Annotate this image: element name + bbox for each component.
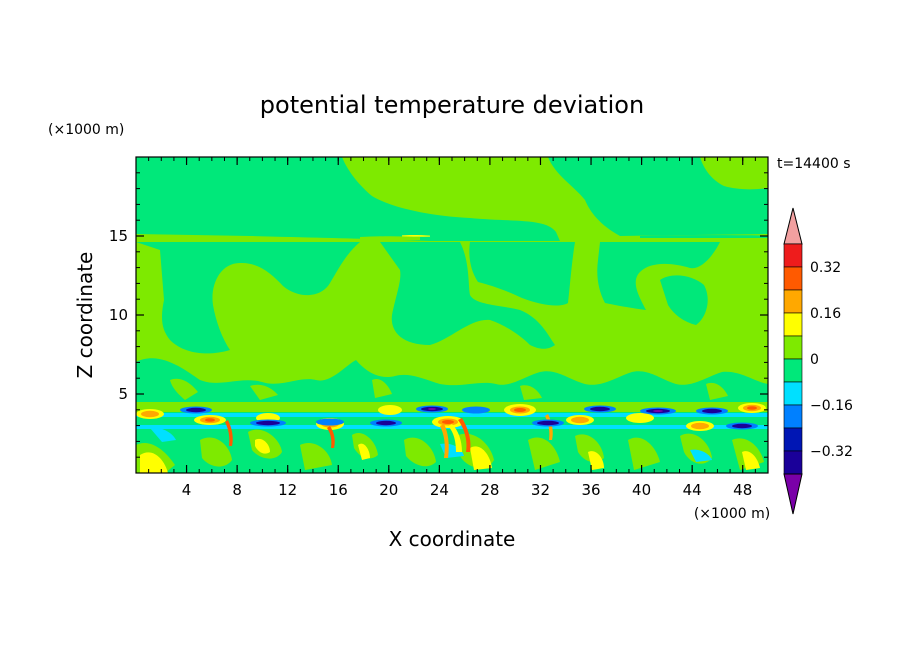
x-tick-label: 28 xyxy=(480,481,499,499)
z-unit-label: (×1000 m) xyxy=(48,122,124,138)
x-tick-label: 16 xyxy=(329,481,348,499)
colorbar-tick-label: −0.16 xyxy=(810,398,853,414)
colorbar-segment xyxy=(783,335,803,360)
x-tick-label: 4 xyxy=(182,481,192,499)
y-tick-label: 10 xyxy=(109,306,128,324)
x-tick-label: 44 xyxy=(683,481,702,499)
colorbar-segment xyxy=(783,381,803,406)
y-tick-label: 15 xyxy=(109,227,128,245)
x-tick-label: 40 xyxy=(632,481,651,499)
y-axis-label: Z coordinate xyxy=(73,252,97,379)
colorbar-segment xyxy=(783,266,803,291)
x-tick-label: 36 xyxy=(581,481,600,499)
colorbar-segment xyxy=(783,427,803,452)
contour-field xyxy=(136,157,768,473)
x-tick-label: 20 xyxy=(379,481,398,499)
x-tick-label: 24 xyxy=(430,481,449,499)
colorbar-segment xyxy=(783,450,803,475)
x-tick-label: 8 xyxy=(232,481,242,499)
colorbar-segment xyxy=(783,358,803,383)
x-tick-label: 32 xyxy=(531,481,550,499)
colorbar: 0.32 0.16 0 −0.16 −0.32 xyxy=(783,207,853,515)
colorbar-segment xyxy=(783,243,803,268)
x-tick-label: 48 xyxy=(733,481,752,499)
colorbar-min-triangle xyxy=(783,473,803,515)
chart-title: potential temperature deviation xyxy=(260,91,644,119)
colorbar-segment xyxy=(783,404,803,429)
x-unit-label: (×1000 m) xyxy=(694,506,770,522)
x-axis-label: X coordinate xyxy=(389,527,516,551)
colorbar-tick-label: −0.32 xyxy=(810,444,853,460)
time-label: t=14400 s xyxy=(777,156,851,172)
colorbar-max-triangle xyxy=(783,207,803,245)
colorbar-tick-label: 0.32 xyxy=(810,260,841,276)
colorbar-segment xyxy=(783,312,803,337)
colorbar-segment xyxy=(783,289,803,314)
x-tick-label: 12 xyxy=(278,481,297,499)
colorbar-tick-label: 0 xyxy=(810,352,819,368)
colorbar-tick-label: 0.16 xyxy=(810,306,841,322)
y-tick-label: 5 xyxy=(118,385,128,403)
